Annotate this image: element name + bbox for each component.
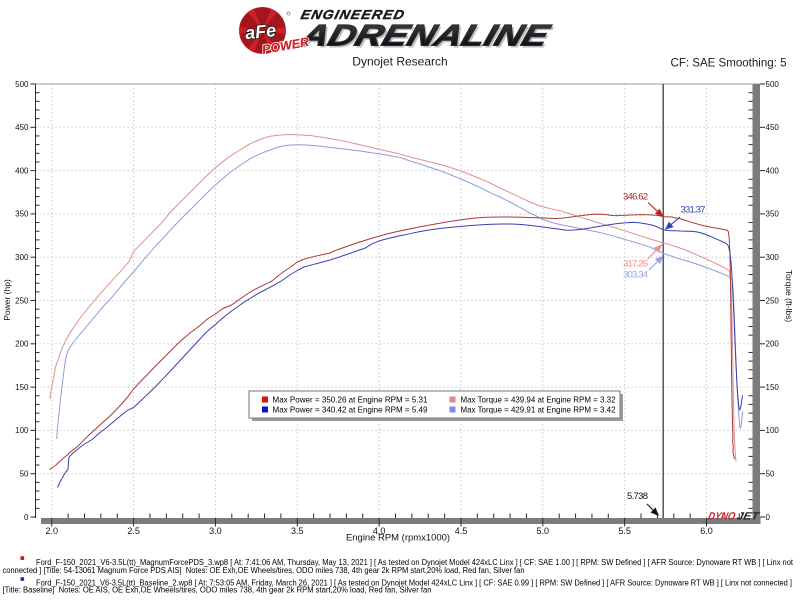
svg-text:250: 250 <box>766 296 780 305</box>
svg-text:400: 400 <box>766 166 780 175</box>
svg-text:0: 0 <box>24 513 29 522</box>
svg-text:4.0: 4.0 <box>373 526 386 536</box>
svg-text:150: 150 <box>766 383 780 392</box>
svg-text:5.738: 5.738 <box>627 491 648 502</box>
svg-text:6.0: 6.0 <box>700 526 713 536</box>
svg-text:250: 250 <box>15 296 29 305</box>
svg-text:317.26: 317.26 <box>623 259 648 270</box>
svg-text:500: 500 <box>15 80 29 89</box>
svg-text:2.0: 2.0 <box>45 526 58 536</box>
svg-text:450: 450 <box>15 123 29 132</box>
svg-text:4.5: 4.5 <box>455 526 468 536</box>
svg-text:200: 200 <box>766 340 780 349</box>
svg-text:Ford_F-150_2021_V6-3.5L(tt)_Ma: Ford_F-150_2021_V6-3.5L(tt)_MagnumForceP… <box>36 558 794 567</box>
svg-text:connected ] [Title: 54-13061 M: connected ] [Title: 54-13061 Magnum Forc… <box>3 566 525 575</box>
svg-text:3.0: 3.0 <box>209 526 222 536</box>
svg-text:CF: SAE Smoothing: 5: CF: SAE Smoothing: 5 <box>671 55 787 69</box>
svg-text:[Title: Baseline] Notes: OE A: [Title: Baseline] Notes: OE AIS, OE Exh,… <box>3 585 432 594</box>
svg-text:Ford_F-150_2021_V6-3.5L(tt)_Ba: Ford_F-150_2021_V6-3.5L(tt)_Baseline_2.w… <box>36 579 792 588</box>
svg-text:50: 50 <box>20 470 29 479</box>
svg-text:2.5: 2.5 <box>127 526 140 536</box>
svg-text:ENGINEERED: ENGINEERED <box>299 7 407 22</box>
svg-text:3.5: 3.5 <box>291 526 304 536</box>
svg-text:Max Power = 340.42 at Engine R: Max Power = 340.42 at Engine RPM = 5.49 <box>273 404 428 414</box>
svg-text:200: 200 <box>15 340 29 349</box>
svg-text:50: 50 <box>766 470 775 479</box>
svg-text:450: 450 <box>766 123 780 132</box>
svg-text:350: 350 <box>766 210 780 219</box>
svg-text:300: 300 <box>15 253 29 262</box>
svg-text:Torque (ft-lbs): Torque (ft-lbs) <box>784 270 794 323</box>
svg-text:5.0: 5.0 <box>537 526 550 536</box>
svg-text:Max Torque = 429.91 at Engine: Max Torque = 429.91 at Engine RPM = 3.42 <box>461 404 616 414</box>
svg-text:400: 400 <box>15 166 29 175</box>
svg-text:ADRENALINE: ADRENALINE <box>298 22 556 55</box>
svg-text:DYNO: DYNO <box>707 511 737 523</box>
svg-text:100: 100 <box>15 426 29 435</box>
svg-text:346.62: 346.62 <box>623 192 648 203</box>
svg-text:100: 100 <box>766 426 780 435</box>
svg-text:350: 350 <box>15 210 29 219</box>
svg-text:500: 500 <box>766 80 780 89</box>
svg-text:Max Torque = 439.94 at Engine: Max Torque = 439.94 at Engine RPM = 3.32 <box>461 394 616 404</box>
svg-text:Dynojet Research: Dynojet Research <box>352 55 447 69</box>
svg-text:JET: JET <box>735 511 761 523</box>
svg-text:300: 300 <box>766 253 780 262</box>
svg-text:303.34: 303.34 <box>623 270 648 281</box>
svg-text:5.5: 5.5 <box>618 526 631 536</box>
svg-text:Max Power = 350.26 at Engine R: Max Power = 350.26 at Engine RPM = 5.31 <box>273 394 428 404</box>
svg-text:0: 0 <box>766 513 771 522</box>
svg-text:ADRENALINE: ADRENALINE <box>296 19 554 52</box>
svg-text:Power (hp): Power (hp) <box>2 279 12 321</box>
svg-text:aFe: aFe <box>244 20 277 43</box>
svg-text:331.37: 331.37 <box>681 205 706 216</box>
svg-text:Engine RPM (rpmx1000): Engine RPM (rpmx1000) <box>346 533 450 543</box>
svg-text:150: 150 <box>15 383 29 392</box>
